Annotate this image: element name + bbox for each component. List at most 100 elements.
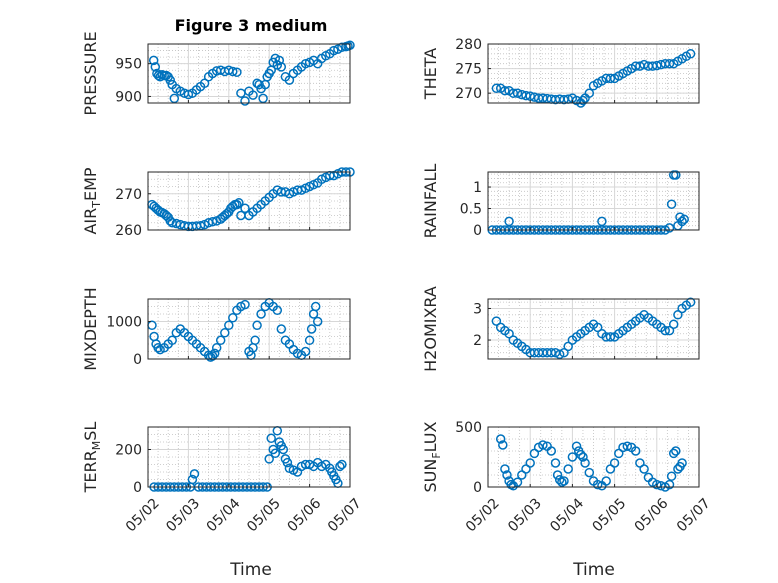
h2omixra-data-point xyxy=(559,347,569,358)
mixdepth-data-point xyxy=(276,324,287,334)
sun-flux-x-tick-label: 05/06 xyxy=(632,495,672,535)
air-temp-y-tick-label: 260 xyxy=(115,223,142,239)
terr-msl-y-axis-label: TERRMSL xyxy=(81,422,103,494)
sun-flux-data-point xyxy=(550,458,561,468)
h2omixra-data-point xyxy=(664,325,675,336)
sun-flux-data-point xyxy=(554,475,565,485)
h2omixra-y-tick-label: 2 xyxy=(473,333,482,349)
sun-flux-x-tick-label: 05/07 xyxy=(674,495,714,535)
sun-flux-data-point xyxy=(639,464,649,474)
sun-flux-data-point xyxy=(559,476,569,486)
sun-flux-data-point xyxy=(538,440,548,450)
subplot-sun-flux: 0 500 05/02 05/03 05/04 05/05 05/06 05/07 SUNFLU… xyxy=(421,420,714,535)
mixdepth-data-point xyxy=(252,320,262,331)
rainfall-y-axis-label: RAINFALL xyxy=(421,164,440,239)
sun-flux-x-tick-label: 05/05 xyxy=(590,495,630,535)
terr-msl-data-point xyxy=(337,459,347,470)
air-temp-data-point xyxy=(234,198,244,208)
subplot-theta: 270 275 280 THETA xyxy=(421,37,700,108)
terr-msl-x-tick-label: 05/07 xyxy=(325,495,365,535)
theta-axes-frame xyxy=(487,43,700,104)
pressure-data-point xyxy=(228,66,238,77)
terr-msl-data-point xyxy=(266,433,276,444)
sun-flux-x-tick-label: 05/03 xyxy=(505,495,545,535)
pressure-data-point xyxy=(169,93,180,104)
terr-msl-data-point xyxy=(278,444,289,455)
sun-flux-data-point xyxy=(500,464,510,474)
sun-flux-data-point xyxy=(652,479,662,490)
theta-y-tick-label: 275 xyxy=(455,62,482,78)
air-temp-data-point xyxy=(232,199,242,210)
pressure-data-point xyxy=(276,62,287,72)
air-temp-data-point xyxy=(240,203,250,214)
h2omixra-data-point xyxy=(554,349,565,360)
theta-y-axis-label: THETA xyxy=(421,48,440,100)
pressure-data-point xyxy=(258,93,268,104)
subplot-h2omixra: 2 3 H2OMIXRA xyxy=(421,286,700,372)
rainfall-y-tick-label: 1 xyxy=(473,180,482,196)
sun-flux-data-point xyxy=(525,458,535,468)
mixdepth-axes-frame xyxy=(147,298,351,360)
sun-flux-y-tick-label: 0 xyxy=(473,480,482,496)
pressure-axes-frame xyxy=(147,43,351,104)
terr-msl-x-tick-label: 05/03 xyxy=(163,495,203,535)
rainfall-axes-frame xyxy=(487,171,700,231)
sun-flux-y-axis-label: SUNFLUX xyxy=(421,421,443,492)
sun-flux-data-point xyxy=(584,467,595,478)
rainfall-data-point xyxy=(597,216,607,227)
pressure-data-point xyxy=(300,58,311,69)
sun-flux-data-point xyxy=(571,441,582,451)
sun-flux-data-point xyxy=(622,441,633,451)
theta-data-point xyxy=(491,83,502,94)
terr-msl-y-tick-label: 0 xyxy=(133,480,142,496)
sun-flux-data-point xyxy=(609,458,620,468)
rainfall-data-point xyxy=(679,214,689,225)
x-axis-label-left: Time xyxy=(229,560,272,580)
pressure-y-axis-label: PRESSURE xyxy=(81,31,100,115)
terr-msl-data-point xyxy=(187,474,198,485)
sun-flux-data-point xyxy=(567,452,578,462)
theta-data-point xyxy=(512,88,523,98)
air-temp-data-point xyxy=(207,216,218,227)
mixdepth-data-point xyxy=(300,346,311,357)
subplot-terr-msl: 0 200 05/02 05/03 05/04 05/05 05/06 05/07 TERRMS… xyxy=(81,422,365,536)
air-temp-axes-frame xyxy=(147,171,351,231)
h2omixra-data-point xyxy=(491,316,502,326)
mixdepth-data-point xyxy=(224,320,234,331)
h2omixra-data-point xyxy=(668,319,679,330)
sun-flux-data-point xyxy=(578,452,588,462)
mixdepth-y-tick-label: 1000 xyxy=(106,315,142,331)
subplot-pressure: 900 950 PRESSURE xyxy=(81,31,355,116)
terr-msl-axes-frame xyxy=(147,426,351,488)
mixdepth-data-point xyxy=(215,335,226,346)
terr-msl-x-tick-label: 05/02 xyxy=(123,495,163,535)
mixdepth-data-point xyxy=(209,348,220,359)
theta-y-tick-label: 280 xyxy=(455,37,482,53)
pressure-data-point xyxy=(232,67,242,77)
sun-flux-data-point xyxy=(671,446,681,456)
pressure-data-point xyxy=(183,89,194,100)
h2omixra-data-point xyxy=(685,297,696,307)
x-axis-label-right: Time xyxy=(572,560,615,580)
pressure-y-tick-label: 900 xyxy=(115,89,142,105)
theta-data-point xyxy=(652,60,662,71)
pressure-y-tick-label: 950 xyxy=(115,57,142,73)
sun-flux-axes-frame xyxy=(487,426,700,488)
mixdepth-data-point xyxy=(211,343,222,353)
mixdepth-y-axis-label: MIXDEPTH xyxy=(81,287,100,370)
sun-flux-data-point xyxy=(664,479,675,490)
rainfall-y-tick-label: 0.5 xyxy=(460,202,482,218)
pressure-data-point xyxy=(150,62,161,72)
pressure-data-point xyxy=(240,96,250,106)
rainfall-data-point xyxy=(677,216,687,227)
mixdepth-data-point xyxy=(250,335,260,346)
theta-data-point xyxy=(578,95,588,106)
sun-flux-data-point xyxy=(576,449,586,460)
h2omixra-data-point xyxy=(592,322,603,333)
theta-data-point xyxy=(584,88,595,98)
h2omixra-data-point xyxy=(660,325,670,336)
sun-flux-data-point xyxy=(498,440,508,450)
mixdepth-data-point xyxy=(153,343,163,353)
h2omixra-data-point xyxy=(563,341,573,352)
rainfall-data-point xyxy=(671,170,681,180)
